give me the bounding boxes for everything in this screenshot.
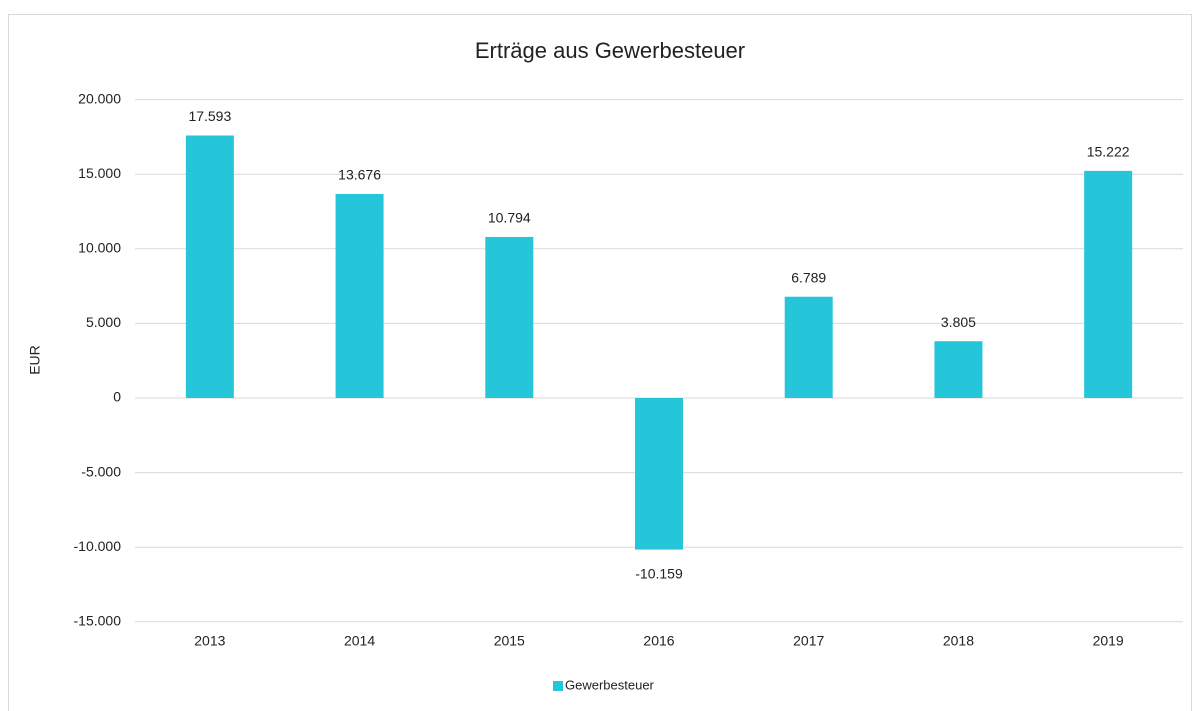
y-axis-label: EUR: [27, 345, 43, 375]
y-tick-label: 5.000: [86, 314, 121, 330]
x-tick-label: 2015: [494, 633, 525, 649]
x-tick-label: 2013: [194, 633, 225, 649]
bar: [335, 193, 384, 398]
y-tick-label: 15.000: [78, 165, 121, 181]
data-label: 6.789: [791, 269, 826, 285]
y-tick-label: 20.000: [78, 90, 121, 106]
y-tick-label: -5.000: [81, 463, 121, 479]
x-tick-label: 2018: [943, 633, 974, 649]
data-label: 17.593: [188, 108, 231, 124]
chart-title: Erträge aus Gewerbesteuer: [475, 38, 745, 63]
y-tick-label: 10.000: [78, 240, 121, 256]
data-label: 15.222: [1087, 144, 1130, 160]
data-label: -10.159: [635, 565, 683, 581]
bar: [1084, 170, 1133, 398]
x-tick-label: 2014: [344, 633, 375, 649]
data-label: 13.676: [338, 167, 381, 183]
bar: [185, 135, 234, 398]
bar: [635, 398, 683, 550]
data-label: 3.805: [941, 314, 976, 330]
bar: [485, 236, 534, 398]
y-tick-label: -15.000: [74, 613, 122, 629]
x-tick-label: 2016: [643, 633, 674, 649]
y-tick-label: -10.000: [74, 538, 122, 554]
bar: [784, 296, 833, 398]
bar: [934, 341, 983, 398]
y-tick-label: 0: [113, 389, 121, 405]
data-label: 10.794: [488, 210, 531, 226]
legend-label: Gewerbesteuer: [565, 677, 655, 692]
x-tick-label: 2017: [793, 633, 824, 649]
x-tick-label: 2019: [1093, 633, 1124, 649]
legend-swatch: [553, 681, 563, 691]
